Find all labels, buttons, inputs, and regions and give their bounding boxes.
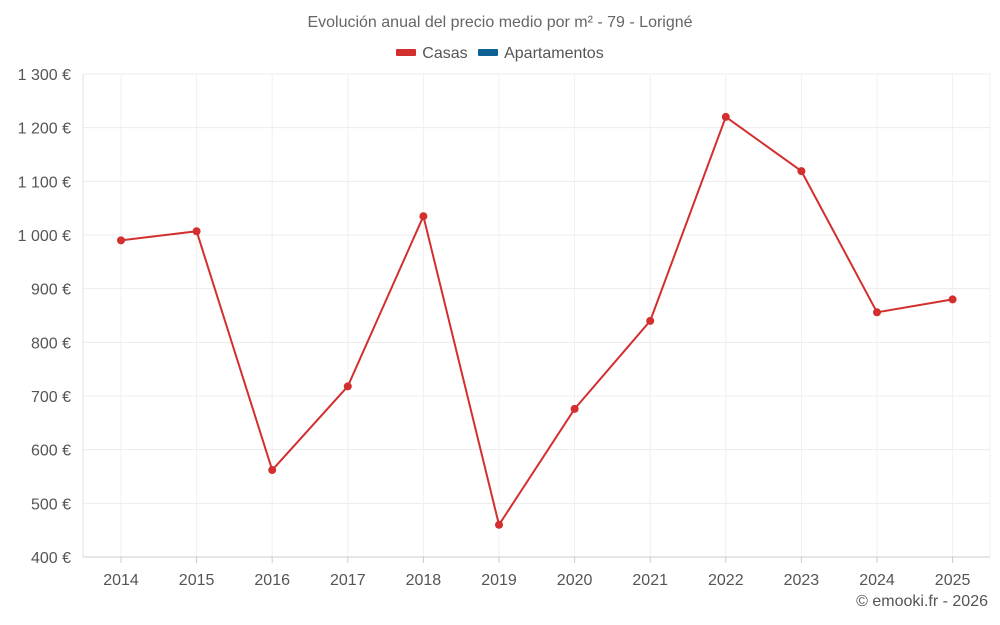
x-tick-label: 2018: [406, 572, 442, 589]
legend-swatch-apartamentos: [478, 49, 499, 56]
legend-label-apartamentos: Apartamentos: [504, 45, 604, 62]
x-tick-label: 2021: [632, 572, 668, 589]
grid-lines: [83, 73, 991, 558]
y-tick-label: 1 300 €: [18, 67, 71, 84]
legend-item-apartamentos[interactable]: Apartamentos: [478, 45, 604, 63]
legend-swatch-casas: [396, 49, 417, 56]
data-point: [268, 466, 277, 475]
data-points: [117, 112, 957, 529]
credit-text: © emooki.fr - 2026: [856, 593, 988, 610]
data-point: [721, 112, 730, 121]
x-tick-label: 2022: [708, 572, 744, 589]
y-tick-label: 1 000 €: [18, 228, 71, 245]
data-point: [646, 316, 655, 325]
data-point: [117, 236, 125, 245]
y-tick-label: 600 €: [31, 443, 71, 460]
data-point: [419, 212, 428, 221]
data-point: [797, 167, 806, 176]
data-point: [570, 404, 579, 413]
data-point: [873, 308, 881, 317]
x-tick-label: 2020: [557, 572, 593, 589]
chart-legend: Casas Apartamentos: [0, 45, 1000, 63]
y-tick-label: 1 100 €: [18, 174, 71, 191]
data-point: [948, 295, 957, 304]
x-tick-label: 2023: [784, 572, 820, 589]
x-tick-label: 2024: [859, 572, 895, 589]
y-tick-label: 400 €: [31, 550, 71, 567]
legend-label-casas: Casas: [422, 45, 468, 62]
chart-title: Evolución anual del precio medio por m² …: [307, 14, 693, 31]
series-lines: [120, 115, 953, 526]
y-tick-label: 900 €: [31, 282, 71, 299]
x-tick-label: 2019: [481, 572, 517, 589]
y-tick-label: 1 200 €: [18, 121, 71, 138]
data-point: [192, 227, 201, 236]
series-line-casas: [120, 115, 953, 526]
axes: 400 € 500 € 600 € 700 € 800 € 900 € 1 000 € 1 1…: [18, 67, 990, 589]
x-tick-label: 2025: [935, 572, 971, 589]
x-tick-label: 2015: [179, 572, 215, 589]
x-tick-label: 2014: [103, 572, 139, 589]
y-tick-label: 800 €: [31, 335, 71, 352]
data-point: [343, 382, 352, 391]
data-point: [495, 520, 503, 529]
x-tick-label: 2016: [254, 572, 290, 589]
y-tick-label: 700 €: [31, 389, 71, 406]
y-tick-label: 500 €: [31, 496, 71, 513]
legend-item-casas[interactable]: Casas: [396, 45, 468, 63]
x-tick-label: 2017: [330, 572, 366, 589]
